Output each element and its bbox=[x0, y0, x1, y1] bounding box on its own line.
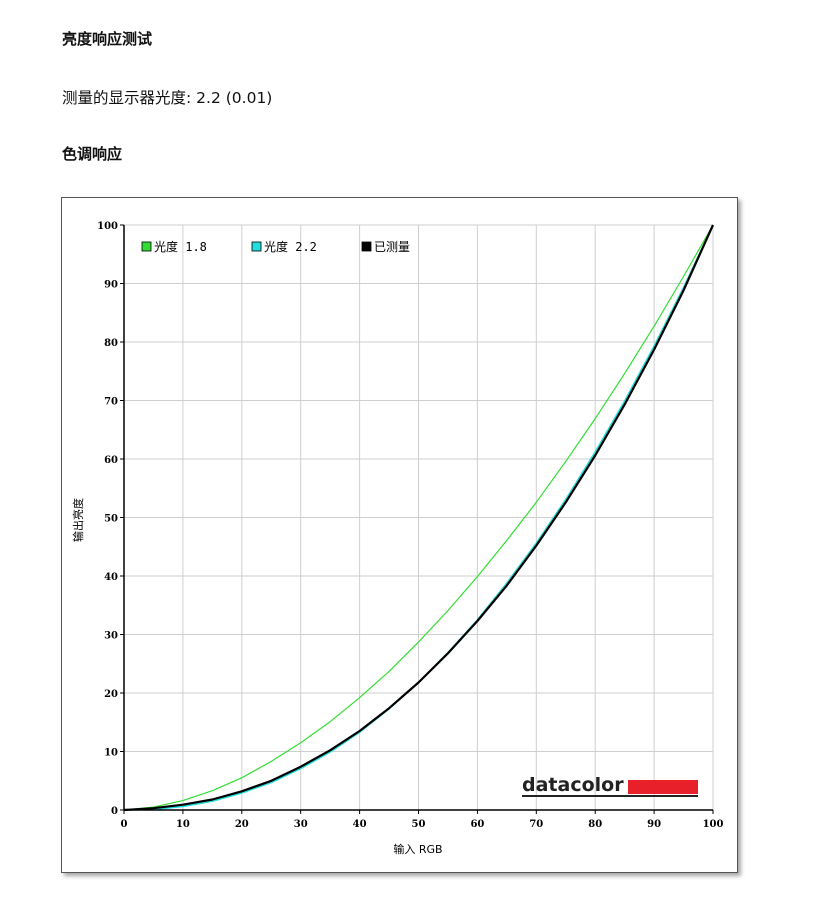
y-tick-label: 100 bbox=[97, 221, 118, 232]
chart-series bbox=[123, 224, 715, 812]
x-tick-label: 70 bbox=[529, 819, 543, 830]
legend-item-1: 光度 1.8 bbox=[141, 239, 207, 254]
legend-label: 光度 1.8 bbox=[154, 239, 207, 254]
x-tick-label: 10 bbox=[176, 819, 190, 830]
legend-label: 光度 2.2 bbox=[264, 239, 317, 254]
x-tick-label: 80 bbox=[588, 819, 602, 830]
legend-swatch bbox=[141, 241, 152, 252]
x-axis-ticks: 0 10 20 30 40 50 60 70 80 90 100 bbox=[121, 810, 724, 830]
y-tick-label: 0 bbox=[111, 806, 118, 817]
y-tick-label: 10 bbox=[104, 748, 118, 759]
y-tick-label: 20 bbox=[104, 689, 118, 700]
x-tick-label: 100 bbox=[703, 819, 724, 830]
x-tick-label: 60 bbox=[470, 819, 484, 830]
x-axis-title: 输入 RGB bbox=[393, 842, 442, 856]
x-tick-label: 20 bbox=[235, 819, 249, 830]
chart-grid bbox=[123, 224, 714, 811]
x-tick-label: 90 bbox=[647, 819, 661, 830]
datacolor-logo: datacolor bbox=[522, 774, 698, 797]
x-tick-label: 50 bbox=[412, 819, 426, 830]
chart-svg: 0 10 20 30 40 50 60 70 80 90 100 0 10 20 30 40 50 60 70 80… bbox=[71, 221, 724, 856]
legend-item-3: 已测量 bbox=[361, 240, 410, 254]
measured-gamma-value: 2.2 (0.01) bbox=[196, 89, 273, 107]
y-tick-label: 80 bbox=[104, 338, 118, 349]
y-tick-label: 60 bbox=[104, 455, 118, 466]
y-tick-label: 40 bbox=[104, 572, 118, 583]
y-tick-label: 50 bbox=[104, 514, 118, 525]
logo-underline bbox=[522, 795, 698, 797]
x-tick-label: 30 bbox=[294, 819, 308, 830]
legend-label: 已测量 bbox=[374, 240, 410, 254]
legend-item-2: 光度 2.2 bbox=[251, 239, 317, 254]
logo-wordmark: datacolor bbox=[522, 774, 624, 796]
x-tick-label: 0 bbox=[121, 819, 128, 830]
y-axis-ticks: 0 10 20 30 40 50 60 70 80 90 100 bbox=[97, 221, 124, 817]
series-line-3 bbox=[123, 224, 715, 812]
x-tick-label: 40 bbox=[353, 819, 367, 830]
chart-legend: 光度 1.8 光度 2.2 已测量 bbox=[141, 239, 410, 254]
series-line-1 bbox=[123, 224, 714, 811]
logo-red-bar bbox=[628, 780, 698, 794]
y-tick-label: 30 bbox=[104, 631, 118, 642]
legend-swatch bbox=[361, 241, 372, 252]
chart-axes bbox=[123, 225, 713, 811]
section-title: 色调响应 bbox=[62, 145, 123, 163]
page-title: 亮度响应测试 bbox=[62, 30, 153, 48]
legend-swatch bbox=[251, 241, 262, 252]
measured-gamma: 测量的显示器光度: 2.2 (0.01) bbox=[62, 86, 272, 108]
y-axis-title: 输出亮度 bbox=[71, 498, 85, 542]
tone-response-chart: 0 10 20 30 40 50 60 70 80 90 100 0 10 20 30 40 50 60 70 80… bbox=[61, 197, 738, 873]
y-tick-label: 90 bbox=[104, 280, 118, 291]
y-tick-label: 70 bbox=[104, 397, 118, 408]
measured-gamma-label: 测量的显示器光度: bbox=[62, 89, 192, 107]
